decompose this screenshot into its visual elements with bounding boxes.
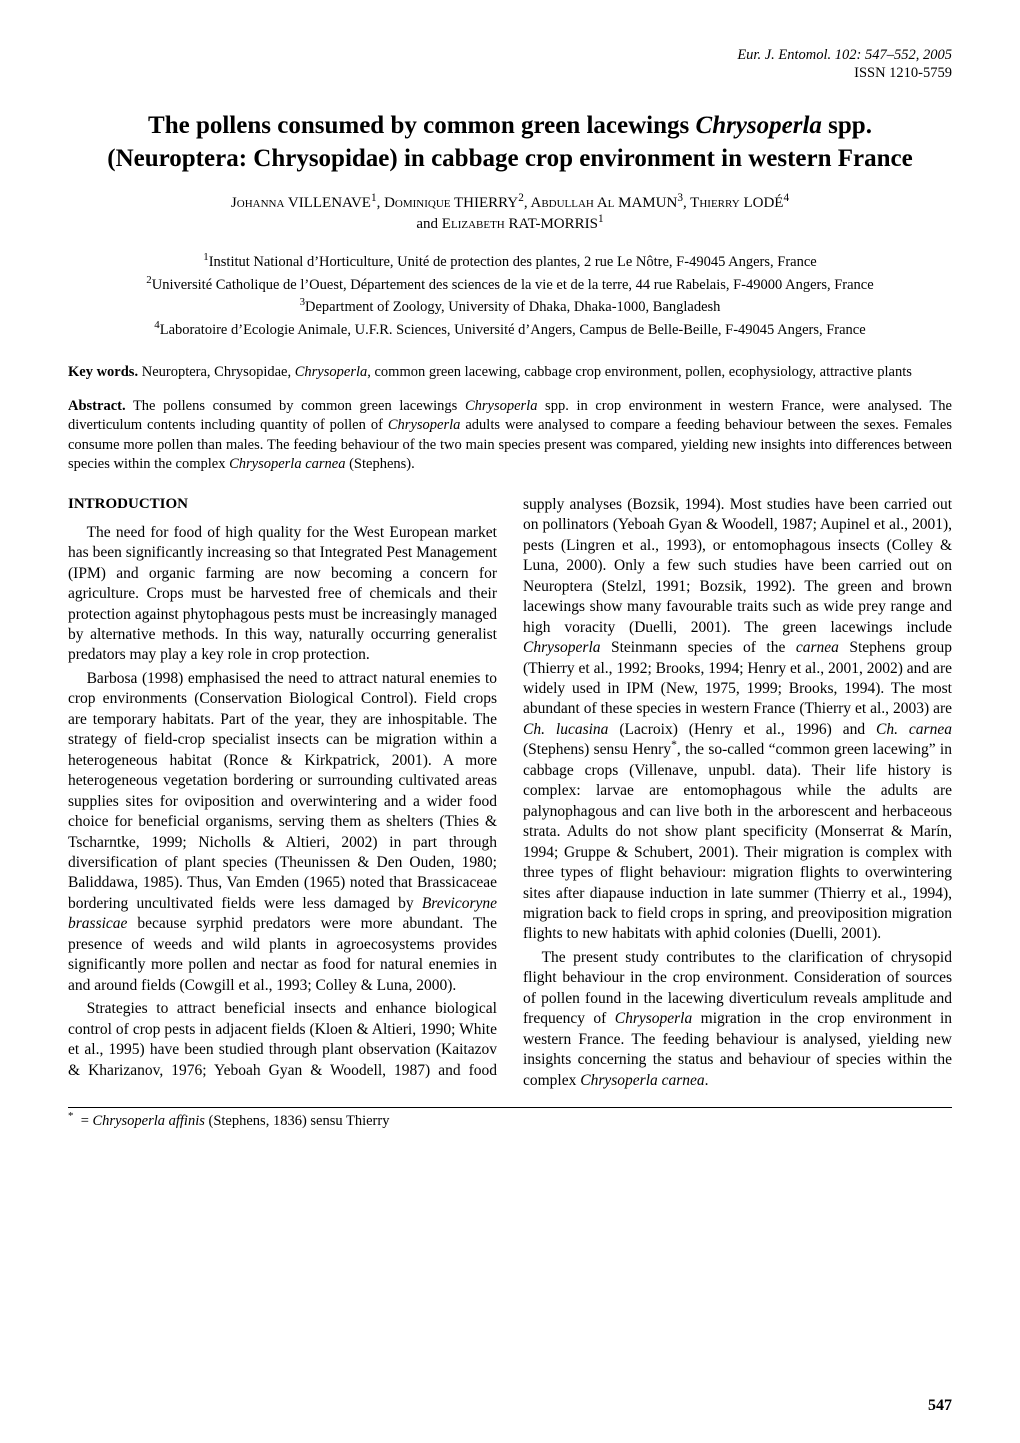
abstract-block: Abstract. The pollens consumed by common… <box>68 397 952 475</box>
article-title: The pollens consumed by common green lac… <box>68 110 952 175</box>
journal-ref: Eur. J. Entomol. 102: 547–552, 2005 <box>737 47 952 63</box>
abstract-label: Abstract. <box>68 398 126 414</box>
page-root: Eur. J. Entomol. 102: 547–552, 2005 ISSN… <box>0 0 1020 1443</box>
keywords-block: Key words. Neuroptera, Chrysopidae, Chry… <box>68 363 952 383</box>
affiliation-4: 4Laboratoire d’Ecologie Animale, U.F.R. … <box>68 319 952 341</box>
author-list: Johanna VILLENAVE1, Dominique THIERRY2, … <box>68 193 952 235</box>
abstract-text: The pollens consumed by common green lac… <box>68 398 952 473</box>
journal-issn: ISSN 1210-5759 <box>854 65 952 81</box>
body-columns: INTRODUCTION The need for food of high q… <box>68 495 952 1091</box>
affiliation-3: 3Department of Zoology, University of Dh… <box>68 296 952 318</box>
section-heading-introduction: INTRODUCTION <box>68 495 497 515</box>
footnote: * = Chrysoperla affinis (Stephens, 1836)… <box>68 1112 952 1131</box>
keywords-text: Neuroptera, Chrysopidae, Chrysoperla, co… <box>138 364 912 380</box>
journal-meta: Eur. J. Entomol. 102: 547–552, 2005 ISSN… <box>68 46 952 82</box>
footnote-rule <box>68 1107 952 1108</box>
title-line-1: The pollens consumed by common green lac… <box>148 112 872 139</box>
page-number: 547 <box>928 1397 952 1415</box>
title-line-2: (Neuroptera: Chrysopidae) in cabbage cro… <box>107 145 912 172</box>
affiliations: 1Institut National d’Horticulture, Unité… <box>68 251 952 341</box>
affiliation-1: 1Institut National d’Horticulture, Unité… <box>68 251 952 273</box>
keywords-label: Key words. <box>68 364 138 380</box>
affiliation-2: 2Université Catholique de l’Ouest, Dépar… <box>68 274 952 296</box>
body-text: The need for food of high quality for th… <box>68 495 952 1091</box>
